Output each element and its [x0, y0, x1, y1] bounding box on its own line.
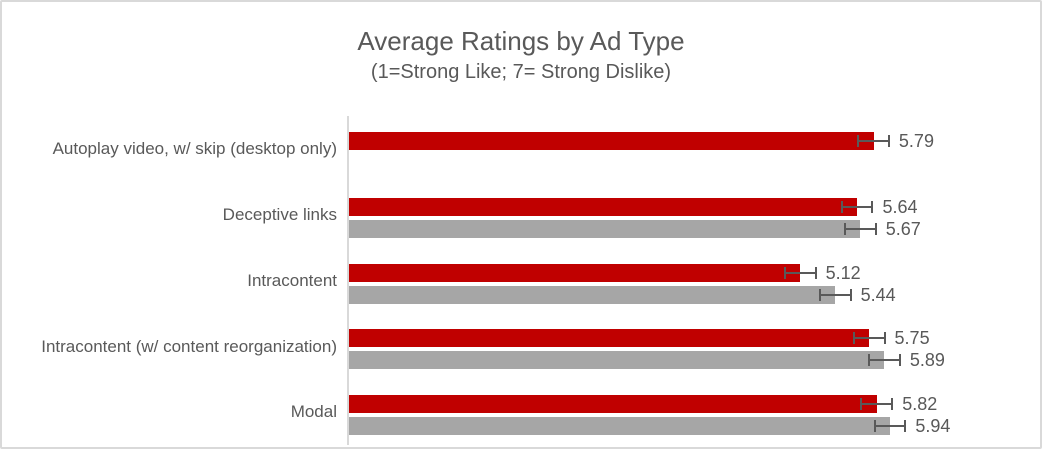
category-row: Intracontent 5.12 5.44: [14, 247, 1006, 314]
gray-bar: [349, 219, 861, 238]
category-row: Deceptive links 5.64 5.67: [14, 181, 1006, 248]
gray-bar: [349, 351, 885, 370]
value-label: 5.89: [909, 350, 945, 371]
error-bar: [843, 222, 877, 235]
bar-line-gray: 5.67: [349, 218, 1006, 239]
bar-line-red: 5.64: [349, 196, 1006, 217]
chart-title: Average Ratings by Ad Type: [357, 26, 685, 56]
chart-header: Average Ratings by Ad Type (1=Strong Lik…: [2, 26, 1040, 84]
error-bar: [868, 354, 901, 367]
value-label: 5.94: [915, 416, 951, 437]
error-bar: [852, 332, 886, 345]
value-label: 5.75: [894, 328, 930, 349]
plot-cell: 5.82 5.94: [347, 379, 1006, 445]
plot-cell: 5.79: [347, 116, 1006, 182]
gray-bar: [349, 417, 890, 436]
plot-cell: 5.75 5.89: [347, 313, 1006, 380]
error-bar: [857, 135, 890, 147]
red-bar: [349, 263, 801, 282]
red-bar: [349, 329, 870, 348]
plot-cell: 5.12 5.44: [347, 247, 1006, 314]
category-row: Intracontent (w/ content reorganization)…: [14, 313, 1006, 380]
red-bar: [349, 132, 874, 150]
chart-subtitle: (1=Strong Like; 7= Strong Dislike): [370, 61, 672, 84]
error-bar: [860, 398, 894, 411]
category-row: Modal 5.82 5.94: [14, 379, 1006, 445]
red-bar: [349, 395, 877, 414]
category-row: Autoplay video, w/ skip (desktop only) 5…: [14, 116, 1006, 182]
category-label: Deceptive links: [222, 204, 337, 224]
value-label: 5.64: [882, 196, 918, 217]
category-label: Intracontent (w/ content reorganization): [41, 336, 337, 356]
value-label: 5.12: [825, 262, 861, 283]
bar-line-red: 5.75: [349, 328, 1006, 349]
value-label: 5.44: [860, 284, 896, 305]
error-bar: [783, 266, 817, 279]
bar-line-red: 5.79: [349, 131, 1006, 151]
red-bar: [349, 197, 858, 216]
bar-line-red: 5.12: [349, 262, 1006, 283]
gray-bar: [349, 285, 836, 304]
error-bar: [873, 420, 907, 433]
bar-line-gray: 5.94: [349, 416, 1006, 437]
category-label: Intracontent: [247, 270, 337, 290]
value-label: 5.79: [898, 131, 934, 151]
error-bar: [840, 200, 874, 213]
plot-cell: 5.64 5.67: [347, 181, 1006, 248]
plot-area: Autoplay video, w/ skip (desktop only) 5…: [14, 116, 1006, 445]
value-label: 5.82: [902, 394, 938, 415]
bar-line-gray: 5.89: [349, 350, 1006, 371]
bar-line-gray: 5.44: [349, 284, 1006, 305]
bar-line-red: 5.82: [349, 394, 1006, 415]
category-label: Autoplay video, w/ skip (desktop only): [52, 139, 337, 159]
category-label: Modal: [290, 402, 337, 422]
error-bar: [818, 288, 852, 301]
value-label: 5.67: [885, 218, 921, 239]
